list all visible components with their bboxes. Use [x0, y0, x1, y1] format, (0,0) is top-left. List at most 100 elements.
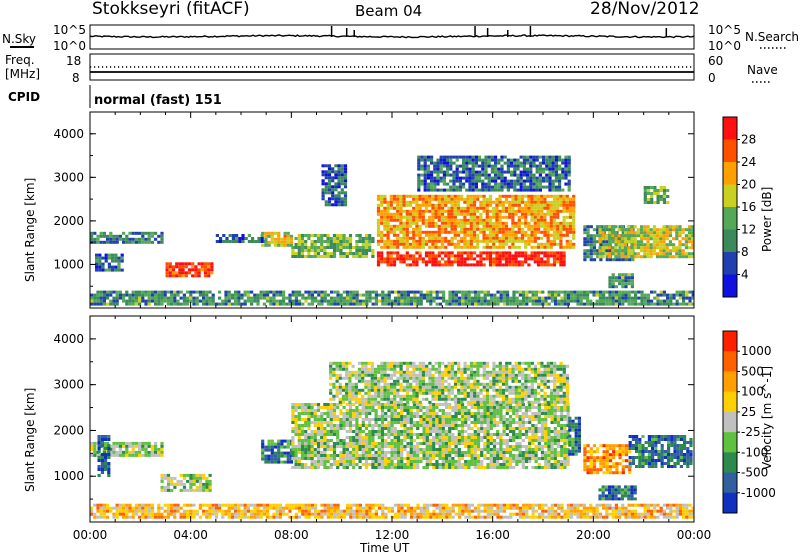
range-gate-cell: [478, 158, 482, 162]
range-gate-cell: [405, 212, 409, 216]
range-gate-cell: [527, 197, 531, 201]
range-gate-cell: [419, 433, 423, 436]
range-gate-cell: [396, 206, 400, 210]
range-gate-cell: [464, 424, 468, 427]
range-gate-cell: [618, 299, 622, 303]
range-gate-cell: [326, 252, 330, 255]
range-gate-cell: [316, 463, 321, 466]
range-gate-cell: [270, 442, 274, 446]
range-gate-cell: [552, 254, 557, 258]
range-gate-cell: [316, 457, 321, 460]
range-gate-cell: [483, 293, 487, 297]
range-gate-cell: [646, 302, 650, 306]
range-gate-cell: [109, 240, 113, 244]
range-gate-cell: [460, 227, 464, 231]
range-gate-cell: [399, 230, 403, 234]
range-gate-cell: [576, 302, 580, 306]
range-gate-cell: [497, 161, 501, 165]
range-gate-cell: [514, 194, 518, 198]
range-gate-cell: [361, 439, 365, 442]
range-gate-cell: [393, 439, 397, 442]
range-gate-cell: [536, 227, 541, 231]
range-gate-cell: [371, 436, 375, 439]
range-gate-cell: [630, 252, 634, 256]
range-gate-cell: [488, 260, 493, 264]
range-gate-cell: [376, 206, 381, 210]
range-gate-cell: [493, 302, 497, 306]
range-gate-cell: [374, 460, 378, 463]
range-gate-cell: [368, 433, 372, 436]
range-gate-cell: [432, 442, 436, 445]
range-gate-cell: [572, 203, 576, 207]
range-gate-cell: [662, 198, 667, 201]
range-gate-cell: [490, 155, 494, 159]
range-gate-cell: [261, 454, 265, 458]
range-gate-cell: [422, 427, 426, 430]
range-gate-cell: [646, 231, 650, 235]
range-gate-cell: [448, 421, 452, 424]
range-gate-cell: [508, 230, 512, 234]
range-gate-cell: [482, 203, 486, 207]
range-gate-cell: [525, 296, 529, 300]
range-gate-cell: [434, 263, 438, 267]
range-gate-cell: [549, 203, 553, 207]
range-gate-cell: [483, 430, 487, 433]
range-gate-cell: [460, 424, 465, 427]
range-gate-cell: [627, 276, 631, 280]
range-gate-cell: [656, 240, 660, 244]
range-gate-cell: [608, 293, 612, 297]
range-gate-cell: [426, 173, 430, 177]
range-gate-cell: [280, 460, 284, 464]
range-gate-cell: [551, 173, 555, 177]
range-gate-cell: [467, 433, 471, 436]
range-gate-cell: [447, 212, 451, 216]
range-gate-cell: [184, 271, 188, 275]
range-gate-cell: [394, 296, 398, 300]
range-gate-cell: [421, 257, 425, 261]
range-gate-cell: [470, 460, 474, 463]
range-gate-cell: [294, 299, 298, 303]
range-gate-cell: [406, 463, 410, 466]
range-gate-cell: [672, 302, 676, 306]
range-gate-cell: [643, 255, 647, 259]
range-gate-cell: [147, 234, 151, 238]
range-gate-cell: [365, 302, 369, 306]
range-gate-cell: [467, 436, 471, 439]
range-gate-cell: [270, 457, 274, 461]
range-gate-cell: [556, 251, 560, 255]
range-gate-cell: [425, 433, 429, 436]
power-panel-frame: [89, 111, 695, 309]
range-gate-cell: [189, 476, 193, 480]
range-gate-cell: [526, 176, 530, 180]
range-gate-cell: [637, 302, 641, 306]
range-gate-cell: [104, 256, 108, 260]
range-gate-cell: [141, 296, 145, 300]
range-gate-cell: [510, 158, 514, 162]
range-gate-cell: [115, 296, 119, 300]
range-gate-cell: [542, 185, 546, 189]
range-gate-cell: [355, 415, 359, 418]
range-gate-cell: [117, 262, 121, 266]
range-gate-cell: [297, 439, 301, 442]
range-gate-cell: [487, 155, 491, 159]
range-gate-cell: [192, 476, 196, 480]
range-gate-cell: [417, 161, 421, 165]
range-gate-cell: [531, 302, 535, 306]
range-gate-cell: [371, 302, 375, 306]
range-gate-cell: [659, 198, 663, 201]
range-gate-cell: [533, 233, 537, 237]
range-gate-cell: [460, 454, 465, 457]
range-gate-cell: [562, 194, 566, 198]
range-gate-cell: [138, 290, 142, 294]
range-gate-cell: [559, 203, 563, 207]
range-gate-cell: [390, 439, 394, 442]
range-gate-cell: [107, 456, 111, 459]
range-gate-cell: [454, 454, 458, 457]
range-gate-cell: [538, 296, 542, 300]
range-gate-cell: [524, 209, 528, 213]
range-gate-cell: [380, 209, 384, 213]
range-gate-cell: [494, 167, 498, 171]
range-gate-cell: [358, 246, 362, 249]
range-gate-cell: [259, 290, 263, 294]
range-gate-cell: [304, 445, 308, 448]
